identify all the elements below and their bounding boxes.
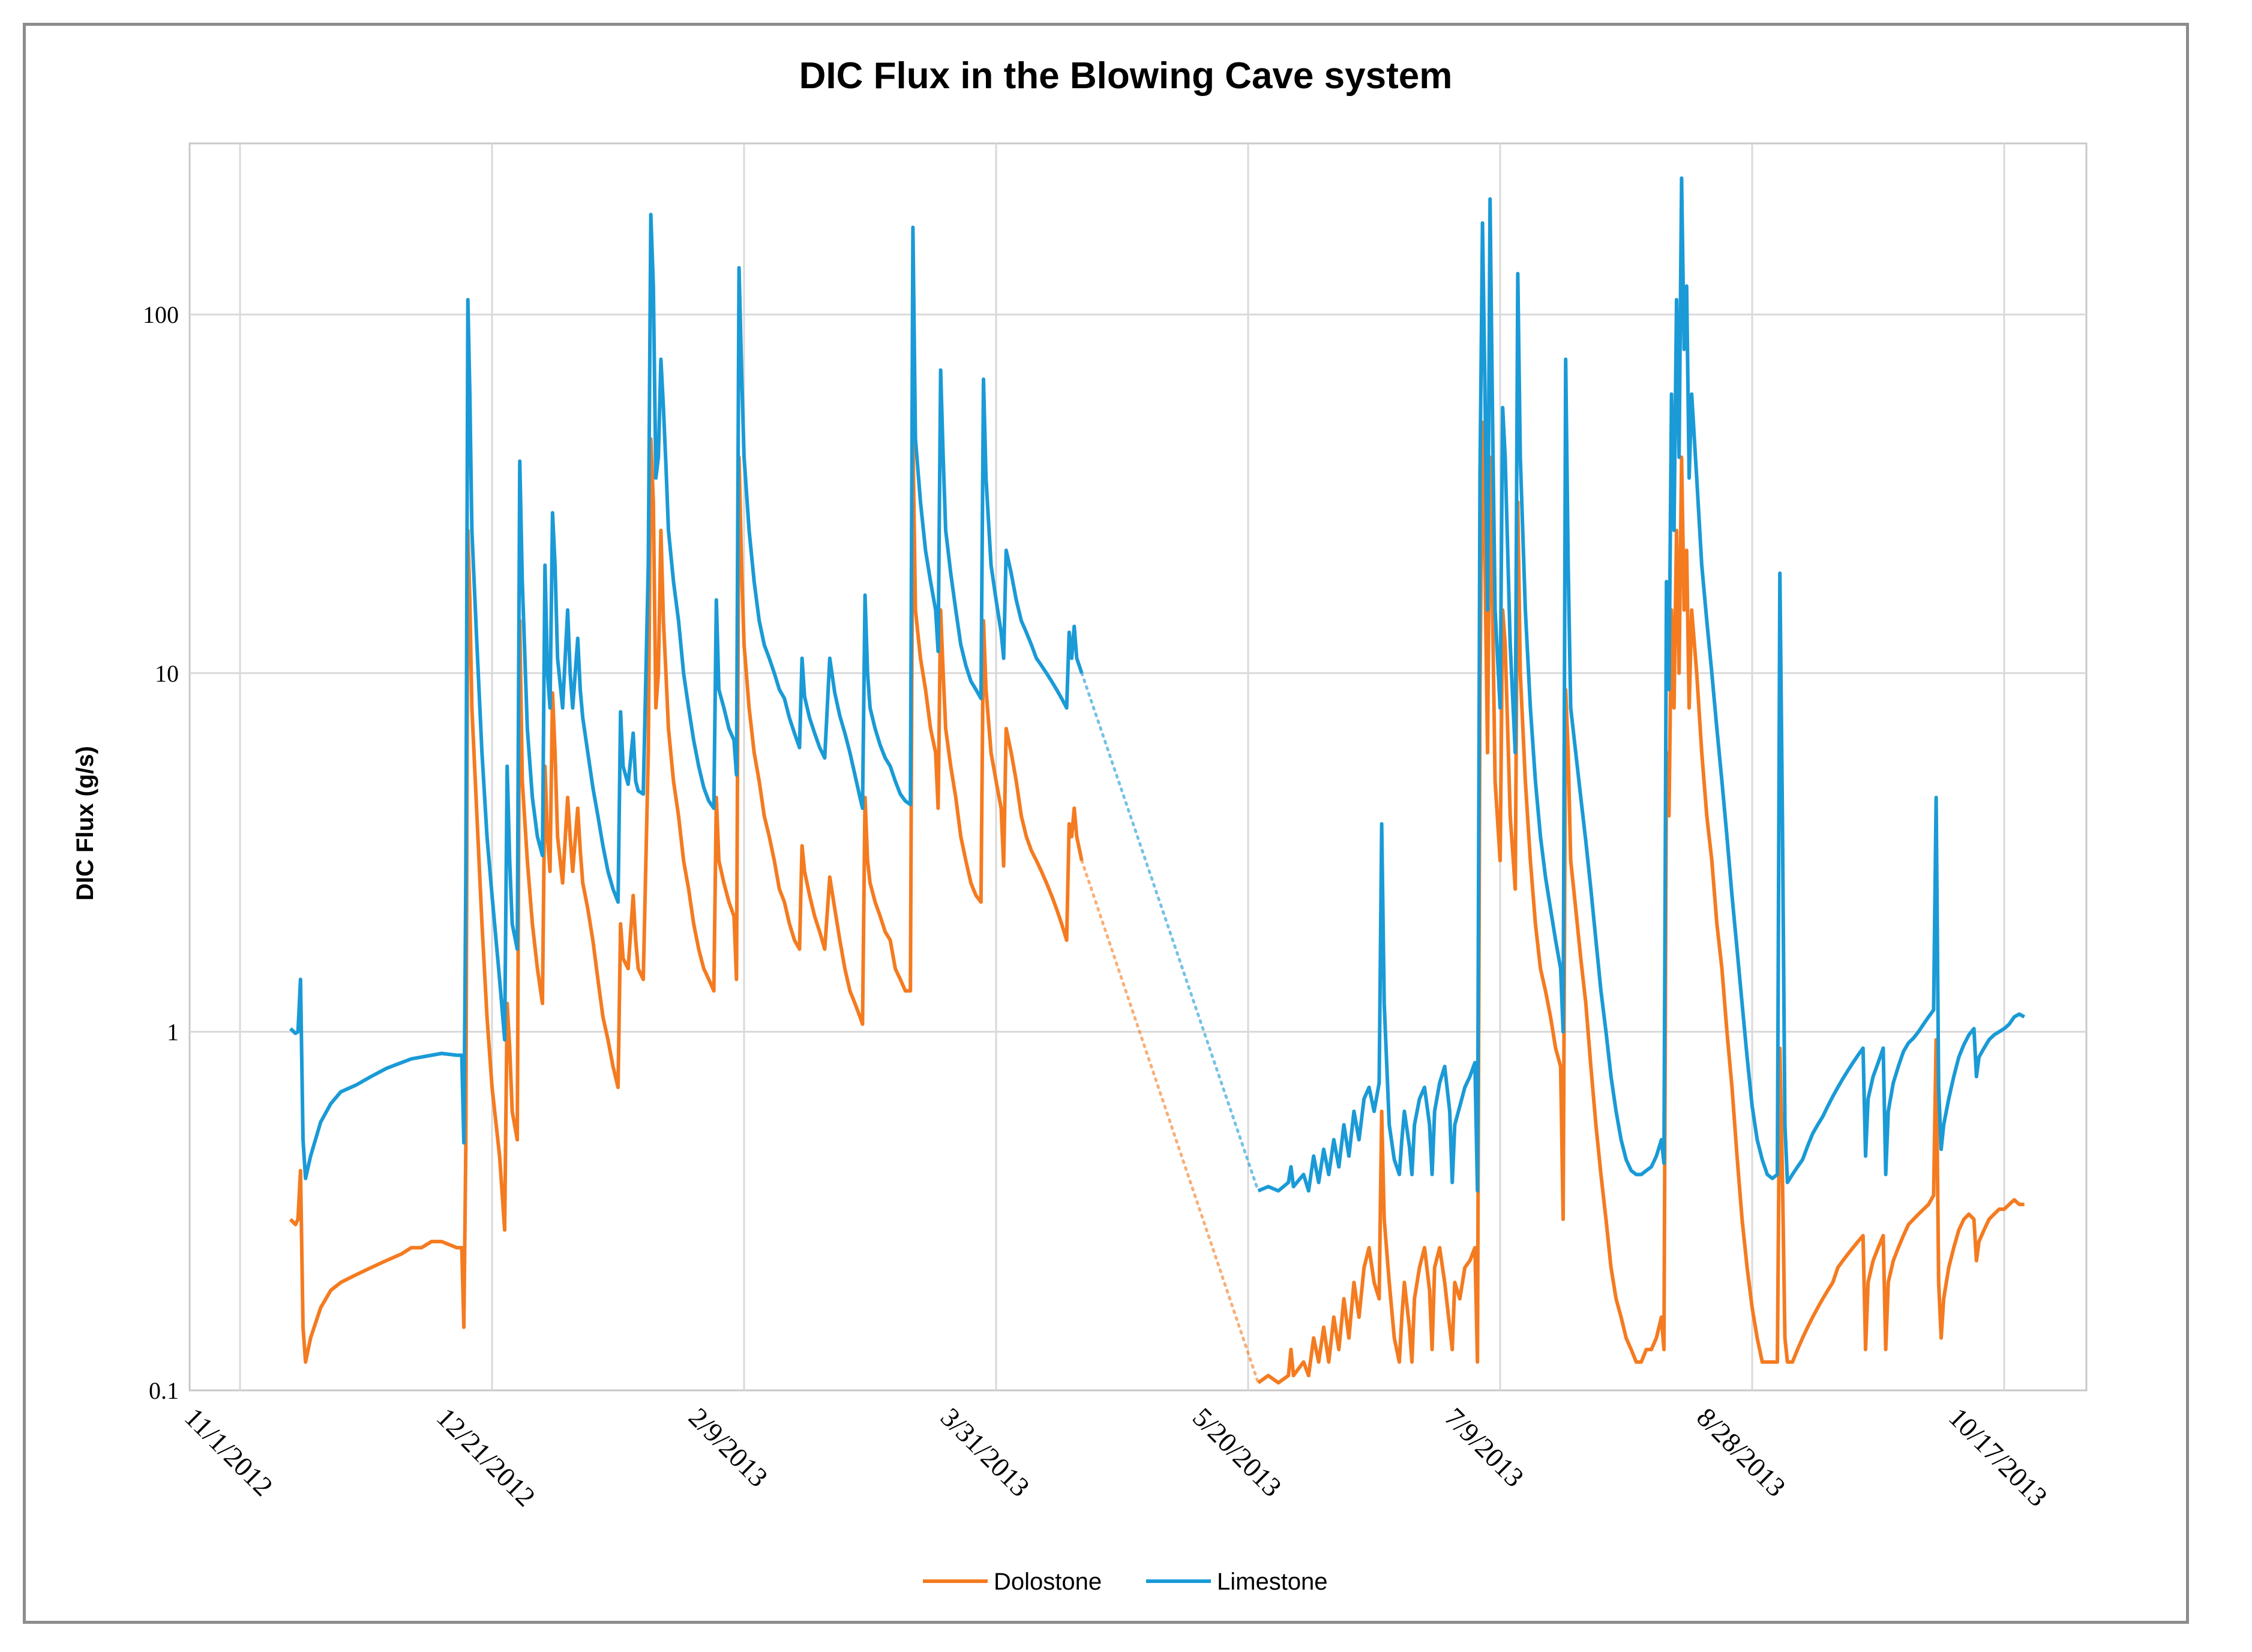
legend-label-limestone: Limestone — [1217, 1569, 1328, 1595]
y-tick-label: 10 — [155, 660, 179, 687]
y-gridlines — [190, 313, 2086, 1033]
x-tick-label: 8/28/2013 — [1691, 1402, 1792, 1503]
series-line-limestone-segment-2 — [1257, 176, 2026, 1193]
x-tick-labels: 11/1/2012 12/21/2012 2/9/2013 3/31/2013 5/20… — [179, 1402, 2053, 1512]
y-tick-label: 100 — [143, 301, 179, 328]
x-gridlines — [239, 143, 2005, 1390]
x-tick-label: 10/17/2013 — [1943, 1402, 2053, 1512]
x-tick-label: 11/1/2012 — [179, 1402, 279, 1502]
y-tick-labels: 0.1 1 10 100 — [143, 301, 179, 1404]
x-tick-label: 3/31/2013 — [935, 1402, 1036, 1503]
series-layer — [289, 176, 2026, 1385]
series-gap-dolostone — [1080, 859, 1260, 1384]
legend: Dolostone Limestone — [923, 1569, 1328, 1595]
legend-label-dolostone: Dolostone — [994, 1569, 1102, 1595]
y-tick-label: 1 — [167, 1018, 179, 1045]
chart-title: DIC Flux in the Blowing Cave system — [799, 55, 1453, 97]
x-tick-label: 12/21/2012 — [431, 1402, 541, 1512]
series-line-dolostone-segment-2 — [1257, 421, 2025, 1385]
y-tick-label: 0.1 — [149, 1377, 179, 1404]
series-line-dolostone-segment-1 — [289, 437, 1084, 1364]
series-limestone — [289, 176, 2026, 1193]
series-line-limestone-segment-1 — [289, 212, 1084, 1180]
x-tick-label: 5/20/2013 — [1187, 1402, 1288, 1503]
y-axis-label: DIC Flux (g/s) — [72, 746, 98, 901]
x-tick-label: 7/9/2013 — [1439, 1402, 1530, 1493]
plot-area — [188, 142, 2088, 1392]
series-dolostone — [289, 421, 2025, 1385]
x-tick-label: 2/9/2013 — [683, 1402, 774, 1493]
chart-frame — [23, 23, 2189, 1624]
series-gap-limestone — [1080, 671, 1260, 1193]
